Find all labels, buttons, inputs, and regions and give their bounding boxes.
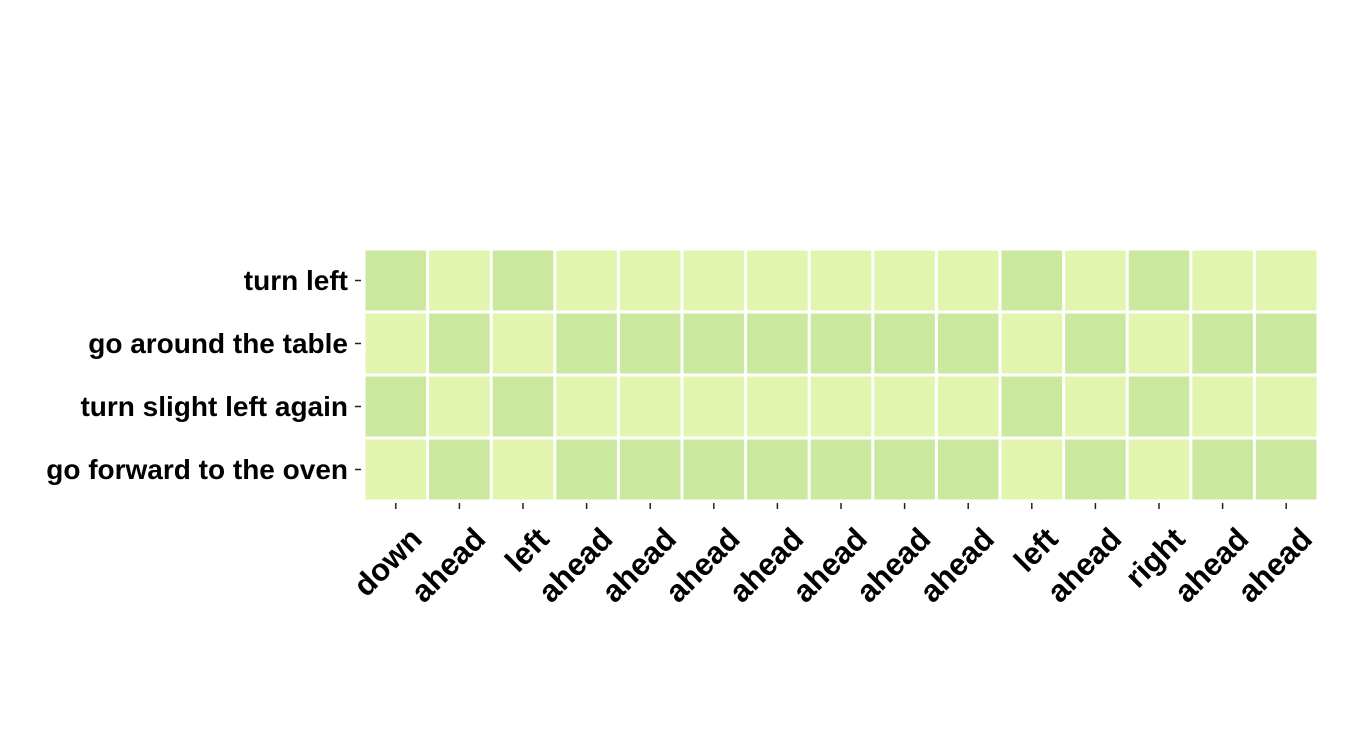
- heatmap-cell: [365, 313, 427, 374]
- heatmap-cell: [1065, 313, 1126, 374]
- heatmap-cell: [1192, 313, 1253, 374]
- heatmap-cell: [747, 313, 808, 374]
- heatmap-cell: [747, 250, 808, 311]
- heatmap-cell: [874, 439, 935, 500]
- heatmap-cell: [937, 376, 999, 437]
- heatmap-cell: [1128, 439, 1190, 500]
- heatmap-cell: [937, 313, 999, 374]
- heatmap-cell: [683, 439, 745, 500]
- heatmap-cell: [810, 376, 872, 437]
- y-tick-label: go forward to the oven: [46, 454, 348, 485]
- heatmap-cell: [1001, 439, 1063, 500]
- heatmap-cell: [1001, 376, 1063, 437]
- heatmap-cell: [1065, 376, 1126, 437]
- heatmap-cell: [937, 250, 999, 311]
- heatmap-cell: [492, 313, 554, 374]
- heatmap-cell: [874, 250, 935, 311]
- heatmap-cell: [429, 376, 490, 437]
- heatmap-cell: [683, 313, 745, 374]
- heatmap-cell: [1255, 313, 1317, 374]
- heatmap-cell: [429, 439, 490, 500]
- heatmap-cell: [365, 250, 427, 311]
- heatmap-cell: [492, 376, 554, 437]
- heatmap-cell: [747, 376, 808, 437]
- heatmap-cell: [619, 376, 681, 437]
- heatmap-cell: [556, 250, 617, 311]
- heatmap-cell: [810, 250, 872, 311]
- heatmap-cell: [874, 376, 935, 437]
- heatmap-cell: [810, 439, 872, 500]
- heatmap-cell: [1192, 250, 1253, 311]
- heatmap-cell: [1001, 250, 1063, 311]
- heatmap-cell: [1128, 376, 1190, 437]
- x-tick-label: ahead: [1231, 521, 1319, 609]
- heatmap-cell: [619, 439, 681, 500]
- y-tick-label: turn left: [244, 265, 348, 296]
- heatmap-cell: [429, 250, 490, 311]
- heatmap-cell: [429, 313, 490, 374]
- heatmap-cell: [619, 313, 681, 374]
- heatmap-cell: [874, 313, 935, 374]
- x-tick-label: ahead: [913, 521, 1001, 609]
- heatmap-cell: [492, 250, 554, 311]
- heatmap-cell: [492, 439, 554, 500]
- heatmap-cell: [937, 439, 999, 500]
- heatmap-cell: [1065, 439, 1126, 500]
- heatmap-cell: [1255, 439, 1317, 500]
- heatmap-cell: [556, 376, 617, 437]
- heatmap-cell: [365, 376, 427, 437]
- heatmap-cell: [1128, 313, 1190, 374]
- heatmap-cell: [556, 313, 617, 374]
- heatmap-cell: [683, 250, 745, 311]
- heatmap-cell: [365, 439, 427, 500]
- y-tick-label: go around the table: [88, 328, 348, 359]
- heatmap-cell: [683, 376, 745, 437]
- heatmap-cell: [556, 439, 617, 500]
- heatmap-cell: [1192, 439, 1253, 500]
- heatmap-cell: [1128, 250, 1190, 311]
- heatmap-cell: [1192, 376, 1253, 437]
- heatmap-cell: [619, 250, 681, 311]
- heatmap-cell: [1065, 250, 1126, 311]
- heatmap-cell: [747, 439, 808, 500]
- x-tick-label: ahead: [404, 521, 492, 609]
- heatmap-cell: [810, 313, 872, 374]
- heatmap-cell: [1001, 313, 1063, 374]
- y-tick-label: turn slight left again: [80, 391, 348, 422]
- heatmap-cell: [1255, 376, 1317, 437]
- heatmap-cells: [365, 250, 1317, 500]
- x-tick-label: ahead: [1040, 521, 1128, 609]
- y-axis: turn left go around the table turn slight …: [46, 265, 361, 485]
- heatmap-cell: [1255, 250, 1317, 311]
